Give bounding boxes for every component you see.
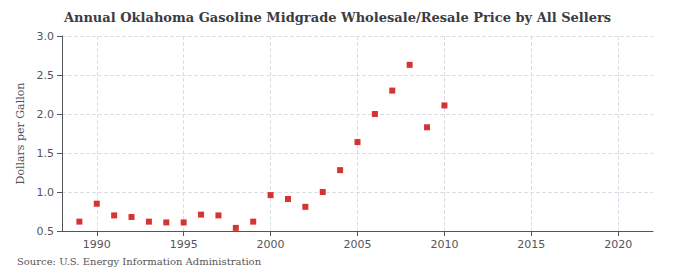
svg-text:2020: 2020	[604, 238, 632, 251]
svg-text:2010: 2010	[430, 238, 458, 251]
svg-text:2005: 2005	[344, 238, 372, 251]
svg-text:2.0: 2.0	[37, 108, 55, 121]
svg-text:0.5: 0.5	[37, 225, 55, 238]
svg-text:Source: U.S. Energy Informatio: Source: U.S. Energy Information Administ…	[17, 256, 262, 267]
svg-text:Annual Oklahoma Gasoline Midgr: Annual Oklahoma Gasoline Midgrade Wholes…	[63, 10, 611, 25]
svg-text:2000: 2000	[257, 238, 285, 251]
svg-text:1.0: 1.0	[37, 186, 55, 199]
svg-text:2015: 2015	[517, 238, 545, 251]
svg-text:Dollars per Gallon: Dollars per Gallon	[14, 83, 27, 185]
svg-text:2.5: 2.5	[37, 69, 55, 82]
svg-text:1995: 1995	[170, 238, 198, 251]
svg-text:1.5: 1.5	[37, 147, 55, 160]
svg-text:1990: 1990	[83, 238, 111, 251]
svg-text:3.0: 3.0	[37, 30, 55, 43]
